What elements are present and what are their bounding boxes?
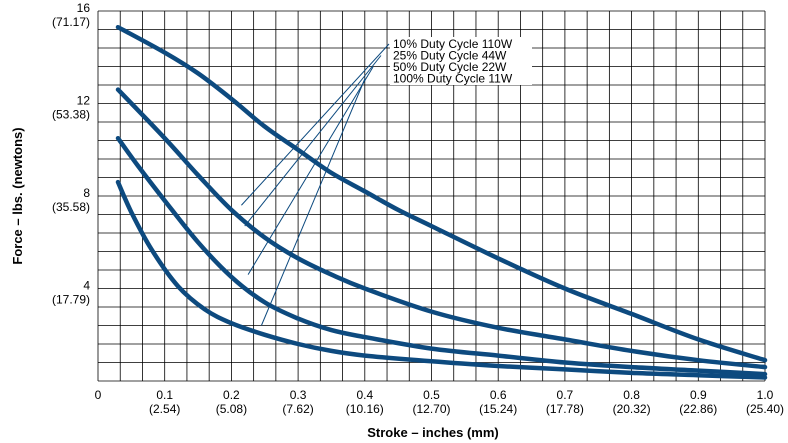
- x-tick-sublabel: (22.86): [679, 402, 717, 416]
- y-tick-label: 4: [83, 279, 90, 293]
- y-tick-sublabel: (53.38): [52, 108, 90, 122]
- x-tick-label: 0.5: [423, 388, 440, 402]
- legend-leader-4: [260, 78, 366, 326]
- x-axis-title: Stroke – inches (mm): [367, 425, 499, 440]
- y-axis-title: Force – lbs. (newtons): [10, 127, 25, 264]
- x-tick-sublabel: (25.40): [746, 402, 784, 416]
- x-tick-sublabel: (10.16): [346, 402, 384, 416]
- x-tick-label: 0.2: [223, 388, 240, 402]
- series-line-2: [115, 87, 768, 370]
- x-tick-label: 1.0: [757, 388, 774, 402]
- legend-leader-2: [244, 55, 382, 227]
- x-tick-label: 0.4: [356, 388, 373, 402]
- x-tick-sublabel: (15.24): [479, 402, 517, 416]
- legend-leader-1: [241, 43, 390, 206]
- legend-label-3: 50% Duty Cycle 22W: [393, 60, 507, 74]
- legend-leader-3: [247, 66, 374, 275]
- x-tick-sublabel: (17.78): [546, 402, 584, 416]
- x-tick-sublabel: (7.62): [282, 402, 313, 416]
- y-tick-sublabel: (71.17): [52, 15, 90, 29]
- x-tick-sublabel: (5.08): [216, 402, 247, 416]
- legend-label-2: 25% Duty Cycle 44W: [393, 49, 507, 63]
- x-tick-sublabel: (12.70): [412, 402, 450, 416]
- x-tick-label: 0.8: [623, 388, 640, 402]
- legend-label-1: 10% Duty Cycle 110W: [393, 37, 513, 51]
- x-tick-label: 0.7: [557, 388, 574, 402]
- y-tick-label: 12: [77, 94, 91, 108]
- x-tick-label: 0.3: [290, 388, 307, 402]
- y-tick-label: 16: [77, 1, 91, 15]
- legend-background: [390, 37, 532, 85]
- x-tick-label: 0.6: [490, 388, 507, 402]
- y-tick-sublabel: (17.79): [52, 293, 90, 307]
- y-axis-tick-labels: 4(17.79) 8(35.58) 12(53.38) 16(71.17): [52, 1, 90, 307]
- series-line-1: [115, 24, 768, 363]
- x-tick-sublabel: (2.54): [149, 402, 180, 416]
- legend-label-4: 100% Duty Cycle 11W: [393, 72, 513, 86]
- legend-leader-lines: [241, 43, 390, 326]
- x-tick-sublabel: (20.32): [613, 402, 651, 416]
- x-axis-tick-labels: 0 0.1(2.54) 0.2(5.08) 0.3(7.62) 0.4(10.16) 0.…: [95, 388, 784, 416]
- series-line-4: [115, 179, 768, 380]
- series-curves: [115, 24, 768, 380]
- x-tick-label: 0.9: [690, 388, 707, 402]
- y-tick-label: 8: [83, 186, 90, 200]
- y-tick-sublabel: (35.58): [52, 200, 90, 214]
- x-tick-label: 0.1: [156, 388, 173, 402]
- x-tick-label: 0: [95, 388, 102, 402]
- series-line-3: [115, 135, 768, 377]
